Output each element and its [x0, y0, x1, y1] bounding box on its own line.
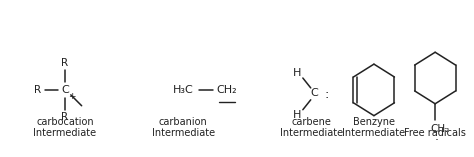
Text: carbene
Intermediate: carbene Intermediate [280, 117, 343, 138]
Text: CH₂: CH₂ [217, 85, 237, 95]
Text: R: R [61, 112, 68, 122]
Text: carbanion
Intermediate: carbanion Intermediate [152, 117, 215, 138]
Text: :: : [324, 88, 329, 101]
Text: H₃C: H₃C [173, 85, 194, 95]
Text: CH₂: CH₂ [430, 124, 450, 134]
Text: R: R [34, 85, 41, 95]
Text: C: C [61, 85, 69, 95]
Text: ·: · [434, 134, 438, 147]
Text: H: H [293, 110, 301, 120]
Text: R: R [61, 58, 68, 68]
Text: H: H [293, 68, 301, 78]
Text: Free radicals: Free radicals [404, 128, 466, 138]
Text: carbocation
Intermediate: carbocation Intermediate [33, 117, 96, 138]
Text: C: C [311, 88, 319, 98]
Text: Benzyne
Intermediate: Benzyne Intermediate [342, 117, 405, 138]
Text: +: + [68, 92, 75, 101]
